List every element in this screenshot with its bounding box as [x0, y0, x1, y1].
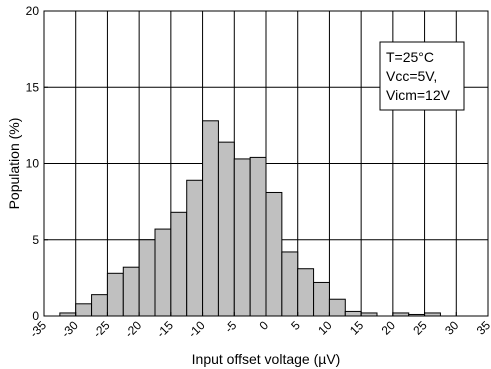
histogram-bar	[313, 281, 330, 317]
histogram-bar	[91, 294, 108, 317]
y-tick-label: 10	[26, 157, 40, 171]
histogram-bar	[75, 303, 93, 317]
y-axis-title: Population (%)	[6, 118, 22, 210]
y-tick-label: 15	[26, 80, 40, 94]
histogram-bar	[281, 251, 299, 317]
legend-line-vicm: Vicm=12V	[386, 87, 451, 103]
y-tick-label: 20	[26, 4, 40, 18]
x-tick-label: 0	[256, 318, 271, 333]
histogram-bar	[217, 141, 235, 317]
x-tick-label: 30	[442, 318, 462, 338]
histogram-bar	[186, 179, 204, 317]
x-tick-label: 20	[379, 318, 399, 338]
x-tick-label: 5	[288, 318, 303, 333]
x-tick-labels: -35 -30 -25 -20 -15 -10 -5 0 5 10 15 20 25 30 35	[27, 318, 491, 340]
histogram-bar	[233, 158, 251, 317]
x-tick-label: 10	[315, 318, 335, 338]
histogram-bar	[202, 120, 219, 317]
histogram-bar	[122, 266, 140, 317]
x-tick-label: 25	[410, 318, 430, 338]
x-axis-title: Input offset voltage (µV)	[192, 351, 341, 367]
x-tick-label: 35	[474, 318, 491, 338]
x-tick-label: -15	[154, 318, 176, 340]
legend-box	[379, 41, 465, 111]
y-tick-label: 0	[32, 309, 39, 323]
histogram-bar	[138, 239, 156, 317]
y-tick-label: 5	[32, 233, 39, 247]
legend-line-vcc: Vcc=5V,	[386, 68, 437, 84]
histogram-bar	[106, 272, 124, 317]
y-tick-labels: 0 5 10 15 20	[26, 4, 40, 323]
x-tick-label: -25	[90, 318, 112, 340]
x-tick-label: -20	[122, 318, 144, 340]
histogram-bar	[328, 298, 346, 317]
x-tick-label: 15	[347, 318, 367, 338]
axis-ticks	[43, 10, 489, 317]
histogram-bar	[265, 191, 283, 317]
condition-legend: T=25°C Vcc=5V, Vicm=12V	[379, 41, 465, 111]
histogram-bar	[344, 310, 362, 317]
legend-line-temperature: T=25°C	[386, 49, 434, 65]
histogram-bar	[297, 268, 315, 317]
x-tick-label: -10	[186, 318, 208, 340]
histogram-bar	[249, 156, 267, 317]
histogram-bar	[170, 211, 188, 317]
histogram-bar	[154, 228, 172, 317]
histogram-bars	[59, 120, 441, 317]
x-tick-label: -5	[222, 318, 240, 336]
x-tick-label: -30	[59, 318, 81, 340]
